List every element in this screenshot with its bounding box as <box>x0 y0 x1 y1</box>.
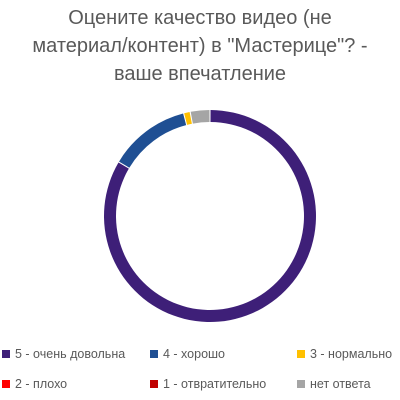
chart-title-line-1: Оцените качество видео (не <box>68 7 332 29</box>
chart-legend: 5 - очень довольна 4 - хорошо 3 - нормальн… <box>0 344 400 400</box>
legend-item-3: 2 - плохо <box>2 377 67 391</box>
donut-slice-5 <box>190 110 210 124</box>
legend-item-1: 4 - хорошо <box>150 347 225 361</box>
chart-title-line-3: ваше впечатление <box>113 63 287 85</box>
legend-label-0: 5 - очень довольна <box>15 347 126 361</box>
legend-label-4: 1 - отвратительно <box>163 377 267 391</box>
chart-title-line-2: материал/контент) в "Мастерице"? - <box>32 35 368 57</box>
legend-swatch-1 <box>150 350 158 358</box>
legend-item-5: нет ответа <box>297 377 371 391</box>
donut-slice-2 <box>184 111 192 125</box>
legend-label-1: 4 - хорошо <box>163 347 226 361</box>
legend-swatch-5 <box>297 380 305 388</box>
legend-label-5: нет ответа <box>310 377 371 391</box>
legend-item-0: 5 - очень довольна <box>2 347 125 361</box>
legend-swatch-3 <box>2 380 10 388</box>
chart-title: Оцените качество видео (не материал/конт… <box>0 4 400 88</box>
legend-label-3: 2 - плохо <box>15 377 68 391</box>
legend-swatch-0 <box>2 350 10 358</box>
legend-item-2: 3 - нормально <box>297 347 392 361</box>
donut-slice-1 <box>119 113 187 168</box>
legend-swatch-2 <box>297 350 305 358</box>
legend-label-2: 3 - нормально <box>310 347 393 361</box>
legend-swatch-4 <box>150 380 158 388</box>
legend-item-4: 1 - отвратительно <box>150 377 266 391</box>
